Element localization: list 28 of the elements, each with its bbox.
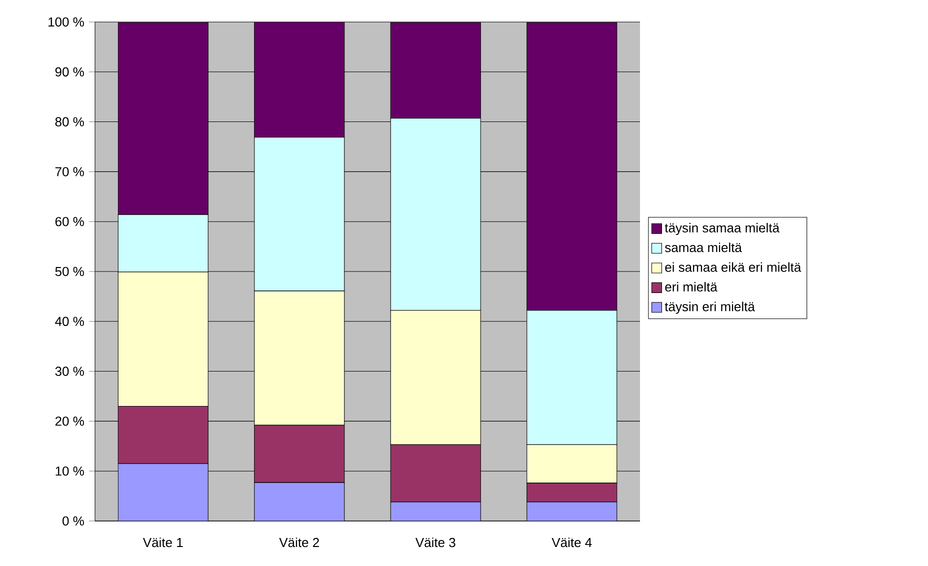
x-tick-label: Väite 4 (552, 538, 592, 548)
legend-label: täysin samaa mieltä (664, 222, 780, 236)
y-tick-label: 10 % (56, 466, 84, 476)
x-tick-label: Väite 2 (279, 538, 319, 548)
legend-label: eri mieltä (665, 282, 718, 292)
y-tick-label: 30 % (55, 366, 84, 376)
bar (526, 502, 618, 521)
y-tick-label: 90 % (55, 67, 84, 76)
bar (118, 22, 208, 215)
y-tick-label: 50 % (55, 266, 84, 276)
x-tick-label: Väite 1 (142, 538, 183, 548)
y-tick-label: 100 % (48, 17, 84, 27)
y-tick-label: 60 % (55, 216, 84, 226)
y-tick-label: 0 % (62, 516, 84, 526)
bar (254, 22, 345, 138)
y-tick-label: 80 % (55, 117, 84, 126)
legend-label: samaa mieltä (664, 242, 742, 252)
bar (254, 482, 345, 521)
y-tick-label: 70 % (55, 167, 84, 176)
bar (390, 502, 481, 521)
y-tick-label: 20 % (55, 416, 84, 426)
y-tick-label: 40 % (55, 316, 84, 326)
bar (390, 22, 481, 119)
legend-label: ei samaa eikä eri mieltä (665, 262, 802, 272)
x-tick-label: Väite 3 (415, 538, 456, 548)
legend-label: täysin eri mieltä (664, 302, 755, 314)
bar (118, 463, 208, 521)
bar (526, 22, 618, 311)
